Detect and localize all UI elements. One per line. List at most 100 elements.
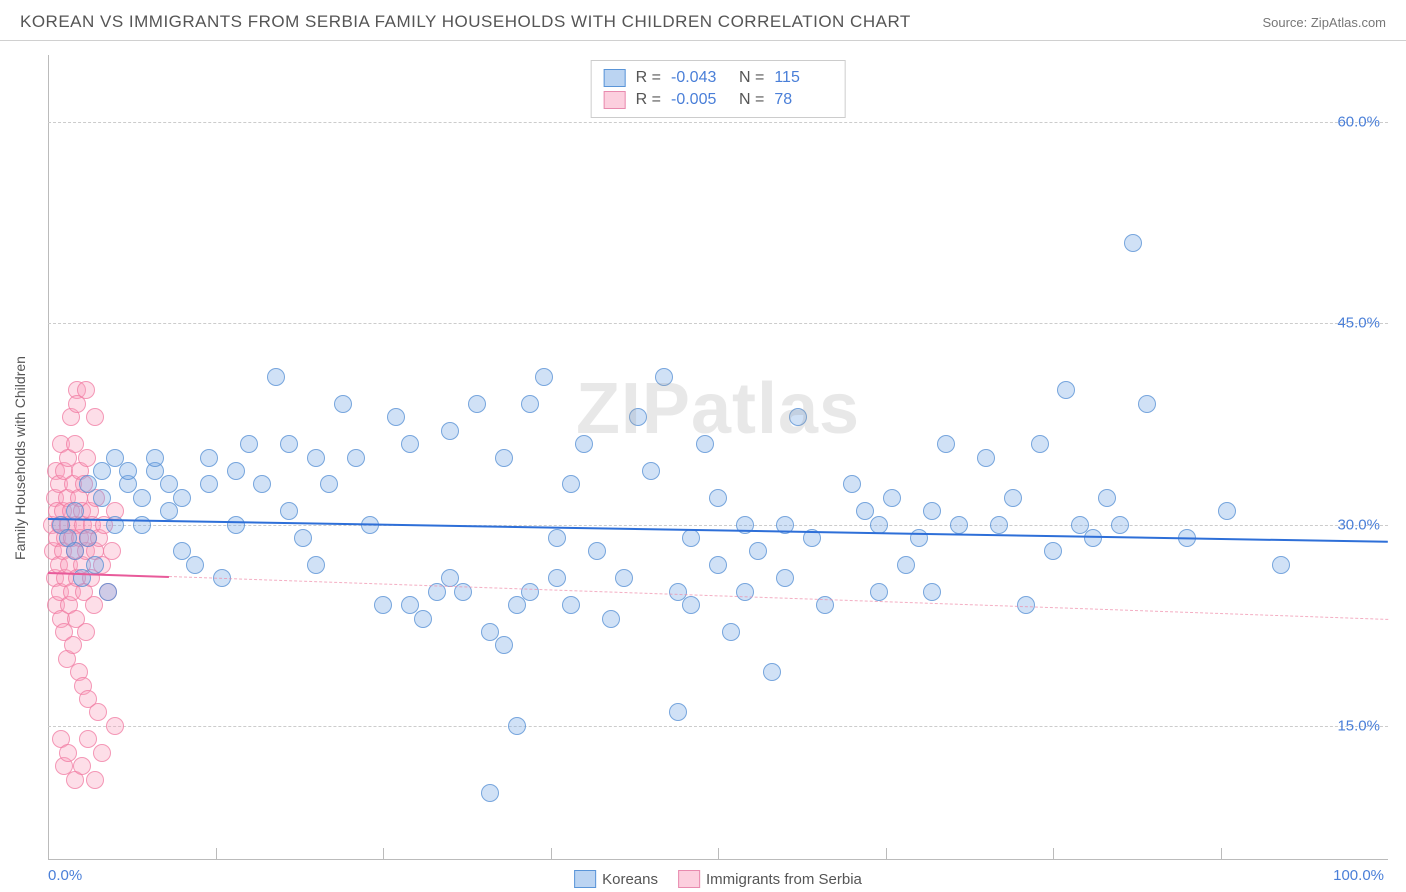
scatter-point <box>682 529 700 547</box>
scatter-point <box>1111 516 1129 534</box>
scatter-point <box>89 703 107 721</box>
scatter-point <box>843 475 861 493</box>
scatter-point <box>870 583 888 601</box>
series-legend-label: Immigrants from Serbia <box>706 871 862 888</box>
scatter-point <box>441 422 459 440</box>
scatter-point <box>682 596 700 614</box>
y-tick-label: 30.0% <box>1337 516 1380 533</box>
scatter-point <box>280 435 298 453</box>
scatter-point <box>93 489 111 507</box>
chart-container: Family Households with Children ZIPatlas… <box>48 55 1388 860</box>
stat-r-value: -0.043 <box>671 69 729 87</box>
scatter-point <box>93 744 111 762</box>
legend-swatch <box>604 69 626 87</box>
scatter-point <box>950 516 968 534</box>
gridline-v <box>1053 848 1054 860</box>
legend-swatch <box>574 870 596 888</box>
scatter-point <box>414 610 432 628</box>
scatter-point <box>749 542 767 560</box>
gridline-v <box>1221 848 1222 860</box>
scatter-point <box>1031 435 1049 453</box>
legend-swatch <box>604 91 626 109</box>
scatter-point <box>1044 542 1062 560</box>
scatter-point <box>468 395 486 413</box>
scatter-point <box>200 475 218 493</box>
scatter-point <box>1057 381 1075 399</box>
stats-legend: R =-0.043N =115R =-0.005N =78 <box>591 60 846 118</box>
scatter-point <box>763 663 781 681</box>
stats-legend-row: R =-0.043N =115 <box>604 67 833 89</box>
scatter-point <box>347 449 365 467</box>
scatter-point <box>227 462 245 480</box>
stat-r-value: -0.005 <box>671 91 729 109</box>
stat-n-value: 115 <box>774 69 832 87</box>
scatter-point <box>977 449 995 467</box>
gridline-h <box>48 122 1388 123</box>
scatter-point <box>320 475 338 493</box>
stat-n-value: 78 <box>774 91 832 109</box>
chart-source: Source: ZipAtlas.com <box>1262 15 1386 30</box>
scatter-point <box>789 408 807 426</box>
scatter-point <box>562 596 580 614</box>
gridline-v <box>383 848 384 860</box>
scatter-point <box>1138 395 1156 413</box>
series-legend-item: Immigrants from Serbia <box>678 870 862 888</box>
scatter-point <box>280 502 298 520</box>
stat-n-label: N = <box>739 69 764 87</box>
scatter-point <box>508 717 526 735</box>
scatter-point <box>481 784 499 802</box>
x-tick-label: 0.0% <box>48 867 82 884</box>
scatter-point <box>548 529 566 547</box>
series-legend-item: Koreans <box>574 870 658 888</box>
scatter-point <box>937 435 955 453</box>
scatter-point <box>200 449 218 467</box>
scatter-point <box>521 583 539 601</box>
scatter-point <box>77 623 95 641</box>
scatter-point <box>401 435 419 453</box>
gridline-h <box>48 525 1388 526</box>
scatter-point <box>562 475 580 493</box>
series-legend: Koreans Immigrants from Serbia <box>574 870 862 888</box>
scatter-point <box>508 596 526 614</box>
y-tick-label: 15.0% <box>1337 717 1380 734</box>
scatter-point <box>535 368 553 386</box>
scatter-point <box>86 408 104 426</box>
scatter-point <box>119 462 137 480</box>
scatter-point <box>240 435 258 453</box>
scatter-point <box>387 408 405 426</box>
gridline-v <box>551 848 552 860</box>
scatter-point <box>575 435 593 453</box>
scatter-point <box>736 583 754 601</box>
scatter-point <box>85 596 103 614</box>
scatter-point <box>588 542 606 560</box>
scatter-point <box>103 542 121 560</box>
gridline-v <box>216 848 217 860</box>
scatter-point <box>99 583 117 601</box>
scatter-point <box>1004 489 1022 507</box>
scatter-point <box>990 516 1008 534</box>
scatter-point <box>495 636 513 654</box>
scatter-point <box>227 516 245 534</box>
scatter-point <box>307 449 325 467</box>
scatter-point <box>77 381 95 399</box>
scatter-point <box>548 569 566 587</box>
gridline-v <box>886 848 887 860</box>
scatter-point <box>870 516 888 534</box>
scatter-point <box>923 583 941 601</box>
scatter-point <box>923 502 941 520</box>
stat-r-label: R = <box>636 91 661 109</box>
scatter-point <box>267 368 285 386</box>
scatter-point <box>1098 489 1116 507</box>
chart-header: KOREAN VS IMMIGRANTS FROM SERBIA FAMILY … <box>0 0 1406 41</box>
scatter-point <box>709 489 727 507</box>
scatter-point <box>307 556 325 574</box>
scatter-point <box>1272 556 1290 574</box>
scatter-point <box>615 569 633 587</box>
y-tick-label: 60.0% <box>1337 114 1380 131</box>
scatter-point <box>334 395 352 413</box>
scatter-point <box>776 569 794 587</box>
scatter-point <box>160 502 178 520</box>
scatter-point <box>521 395 539 413</box>
scatter-point <box>709 556 727 574</box>
scatter-point <box>696 435 714 453</box>
